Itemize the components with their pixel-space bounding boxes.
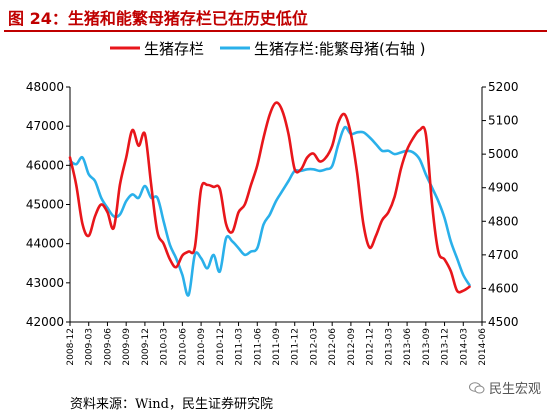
y-left-tick-label: 48000 — [26, 80, 64, 94]
watermark-label: 民生宏观 — [488, 382, 541, 397]
y-right-tick-label: 5000 — [488, 147, 519, 161]
source-note: 资料来源：Wind，民生证券研究院 — [70, 397, 273, 412]
x-tick-label: 2014-03 — [459, 328, 469, 366]
x-tick-label: 2010-06 — [178, 328, 188, 366]
x-tick-label: 2011-03 — [235, 328, 245, 366]
x-tick-label: 2011-09 — [272, 328, 282, 366]
y-right-tick-label: 5200 — [488, 80, 519, 94]
y-left-tick-label: 45000 — [26, 198, 64, 212]
y-left-tick-label: 44000 — [26, 237, 64, 251]
chart-series — [68, 101, 471, 297]
title-divider — [4, 30, 547, 32]
chart-legend: 生猪存栏 生猪存栏:能繁母猪(右轴 ) — [110, 40, 426, 58]
x-tick-label: 2012-09 — [347, 328, 357, 366]
figure-header: 图 24：生猪和能繁母猪存栏已在历史低位 — [0, 0, 551, 36]
x-tick-label: 2011-12 — [291, 328, 301, 366]
x-tick-label: 2012-06 — [328, 328, 338, 366]
y-right-tick-label: 5100 — [488, 114, 519, 128]
figure-title: 图 24：生猪和能繁母猪存栏已在历史低位 — [8, 9, 308, 28]
x-tick-label: 2010-03 — [160, 328, 170, 366]
series-line-sow-inventory — [68, 125, 471, 297]
wechat-icon — [468, 381, 485, 394]
y-right-tick-label: 4900 — [488, 181, 519, 195]
y-left-tick-label: 42000 — [26, 315, 64, 329]
y-right-tick-label: 4600 — [488, 281, 519, 295]
x-tick-label: 2009-06 — [103, 328, 113, 366]
x-tick-label: 2012-12 — [366, 328, 376, 366]
legend-label-series2: 生猪存栏:能繁母猪(右轴 ) — [254, 40, 426, 58]
x-tick-label: 2013-03 — [384, 328, 394, 366]
x-tick-label: 2010-12 — [216, 328, 226, 366]
x-tick-label: 2010-09 — [197, 328, 207, 366]
x-tick-label: 2013-06 — [403, 328, 413, 366]
watermark: 民生宏观 — [468, 378, 541, 397]
y-right-tick-label: 4700 — [488, 248, 519, 262]
x-tick-label: 2013-12 — [441, 328, 451, 366]
x-tick-label: 2009-12 — [141, 328, 151, 366]
y-right-tick-label: 4500 — [488, 315, 519, 329]
x-tick-label: 2014-06 — [478, 328, 488, 366]
x-tick-label: 2011-06 — [253, 328, 263, 366]
x-tick-label: 2012-03 — [309, 328, 319, 366]
y-left-tick-label: 46000 — [26, 158, 64, 172]
y-left-tick-label: 47000 — [26, 119, 64, 133]
y-left-tick-label: 43000 — [26, 276, 64, 290]
x-tick-label: 2008-12 — [66, 328, 76, 366]
chart-axes: 42000 43000 44000 45000 46000 47000 48000 4500 4… — [26, 80, 519, 366]
y-right-tick-label: 4800 — [488, 214, 519, 228]
x-tick-label: 2013-09 — [422, 328, 432, 366]
x-tick-label: 2009-03 — [85, 328, 95, 366]
legend-label-series1: 生猪存栏 — [144, 40, 204, 58]
x-tick-label: 2009-09 — [122, 328, 132, 366]
series-line-hog-inventory — [68, 101, 471, 294]
